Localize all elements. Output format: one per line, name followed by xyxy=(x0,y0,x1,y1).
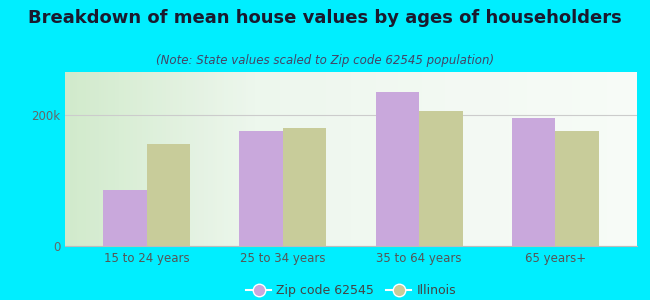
Legend: Zip code 62545, Illinois: Zip code 62545, Illinois xyxy=(241,279,461,300)
Bar xyxy=(376,92,419,246)
Bar xyxy=(419,111,463,246)
Text: Breakdown of mean house values by ages of householders: Breakdown of mean house values by ages o… xyxy=(28,9,622,27)
Bar xyxy=(283,128,326,246)
Bar xyxy=(239,131,283,246)
Bar xyxy=(555,131,599,246)
Bar xyxy=(147,144,190,246)
Bar xyxy=(103,190,147,246)
Bar xyxy=(512,118,555,246)
Text: (Note: State values scaled to Zip code 62545 population): (Note: State values scaled to Zip code 6… xyxy=(156,54,494,67)
